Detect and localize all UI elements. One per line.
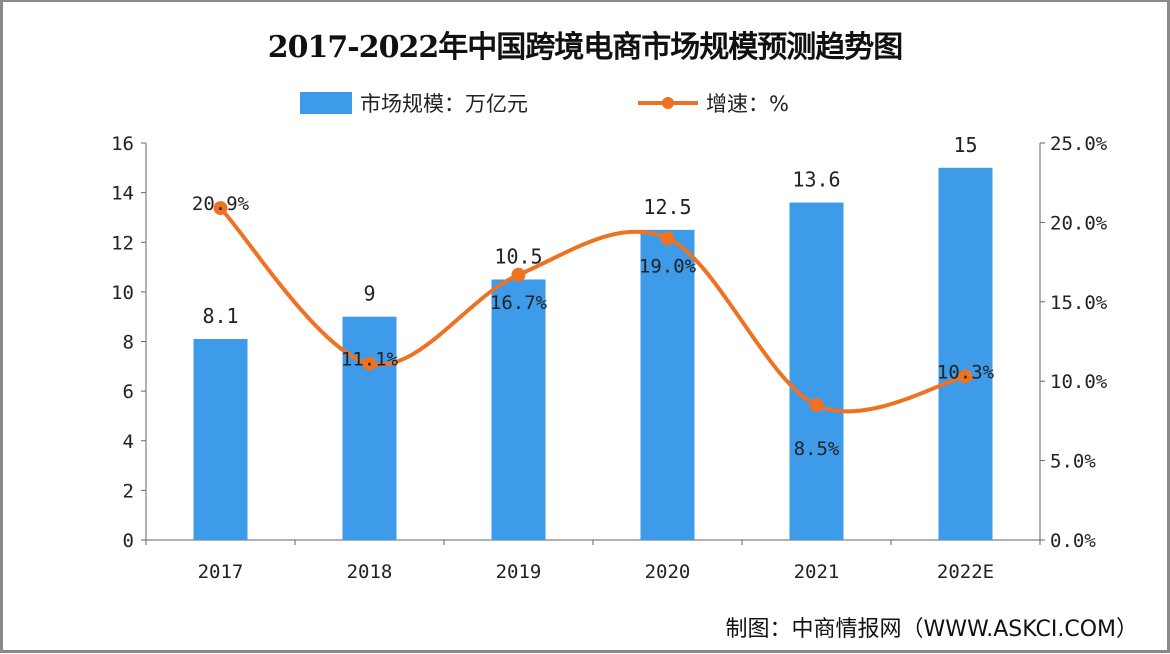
legend: 市场规模：万亿元 增速：% <box>300 88 789 118</box>
bar-label-2022E: 15 <box>953 133 977 157</box>
left-tick-label: 4 <box>123 431 134 453</box>
growth-point-2017 <box>213 201 228 216</box>
left-tick-label: 12 <box>111 232 134 254</box>
left-tick-label: 8 <box>123 332 134 354</box>
right-tick-label: 20.0% <box>1050 212 1108 234</box>
source-note: 制图：中商情报网（WWW.ASKCI.COM） <box>725 617 1138 642</box>
bar-label-2018: 9 <box>363 282 375 306</box>
x-tick-label: 2022E <box>937 561 994 583</box>
x-tick-label: 2020 <box>645 561 691 583</box>
bar-label-2021: 13.6 <box>792 168 840 192</box>
left-tick-label: 0 <box>123 530 134 552</box>
growth-point-2020 <box>660 231 675 246</box>
legend-bar-label: 市场规模：万亿元 <box>360 92 528 116</box>
bar-2017 <box>193 339 248 540</box>
growth-point-2022E <box>958 369 973 384</box>
bar-2022E <box>938 167 993 540</box>
bar-label-2017: 8.1 <box>202 304 238 328</box>
bar-2021 <box>789 202 844 541</box>
left-tick-label: 10 <box>111 282 134 304</box>
growth-label-2018: 11.1% <box>341 349 399 371</box>
legend-bar-swatch <box>300 92 352 114</box>
growth-label-2021: 8.5% <box>794 438 840 460</box>
bar-label-2020: 12.5 <box>643 195 691 219</box>
growth-label-2022E: 10.3% <box>937 361 995 383</box>
growth-label-2019: 16.7% <box>490 292 548 314</box>
growth-point-2021 <box>809 398 824 413</box>
bar-2020 <box>640 229 695 540</box>
x-tick-label: 2019 <box>496 561 542 583</box>
legend-line-swatch <box>638 92 698 114</box>
right-tick-label: 0.0% <box>1050 530 1096 552</box>
x-tick-label: 2018 <box>347 561 393 583</box>
right-tick-label: 15.0% <box>1050 292 1108 314</box>
left-tick-label: 16 <box>111 133 134 155</box>
bar-2019 <box>491 279 546 540</box>
growth-label-2020: 19.0% <box>639 255 697 277</box>
left-tick-label: 6 <box>123 381 134 403</box>
x-tick-label: 2017 <box>198 561 244 583</box>
x-tick-label: 2021 <box>794 561 840 583</box>
growth-point-2018 <box>362 356 377 371</box>
legend-line-label: 增速：% <box>706 92 789 116</box>
growth-label-2017: 20.9% <box>192 193 250 215</box>
right-tick-label: 5.0% <box>1050 451 1096 473</box>
growth-line <box>219 206 966 414</box>
bar-label-2019: 10.5 <box>494 244 542 268</box>
left-tick-label: 14 <box>111 183 134 205</box>
right-tick-label: 10.0% <box>1050 371 1108 393</box>
left-tick-label: 2 <box>123 480 134 502</box>
chart-title: 2017-2022年中国跨境电商市场规模预测趋势图 <box>267 30 903 65</box>
right-tick-label: 25.0% <box>1050 133 1108 155</box>
growth-point-2019 <box>511 267 526 282</box>
